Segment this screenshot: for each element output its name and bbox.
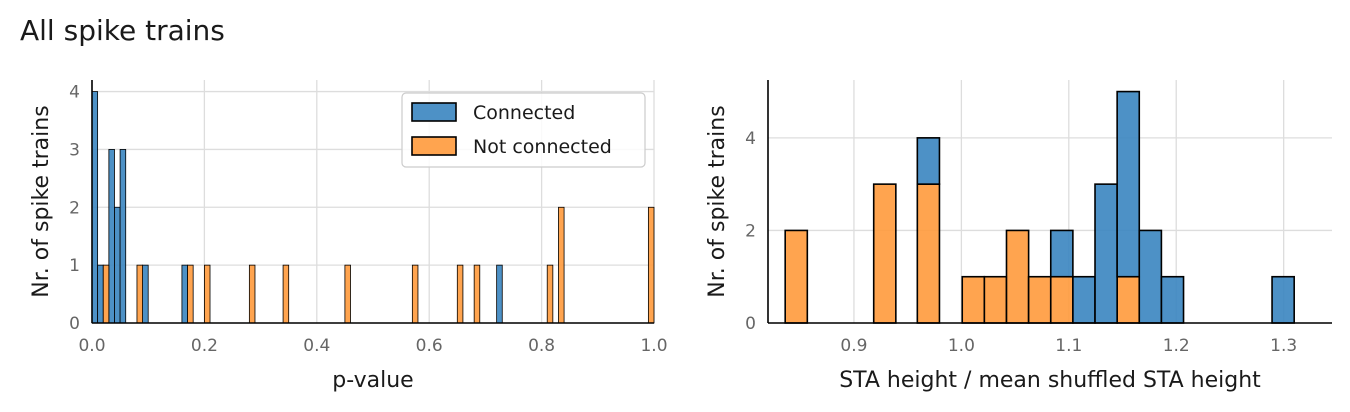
bar-connected [1049,229,1074,278]
bar-not-connected [456,264,464,324]
bar-not-connected [983,275,1008,324]
bar-not-connected [344,264,351,324]
bar-not-connected [872,183,897,324]
bar-not-connected [1116,275,1141,324]
y-tick-label: 0 [745,314,756,334]
bar-connected [1271,275,1295,324]
y-tick-label: 0 [69,314,80,334]
bar-connected [142,264,149,324]
y-tick-label: 3 [69,140,80,160]
bar-connected [91,91,99,324]
y-tick-label: 2 [69,198,80,218]
bar-not-connected [1005,229,1030,324]
bar-connected [181,264,188,324]
legend-swatch-not-connected [411,136,457,156]
bar-connected [1160,275,1185,324]
bar-connected [1072,275,1096,324]
x-tick-label: 0.8 [528,336,555,356]
bar-connected [496,264,503,324]
bar-not-connected [1027,275,1052,324]
bar-connected [108,149,115,324]
legend-box [401,92,646,168]
x-tick-label: 1.2 [1163,336,1190,356]
bar-not-connected [647,206,655,324]
bar-not-connected [136,264,143,324]
bar-not-connected [102,264,110,324]
bar-connected [114,206,121,324]
bar-connected [1116,90,1141,278]
bar-not-connected [558,206,565,324]
bar-connected [119,149,127,324]
bar-not-connected [473,264,481,324]
x-tick-label: 1.1 [1055,336,1082,356]
x-tick-label: 0.6 [416,336,443,356]
bar-not-connected [546,264,554,324]
x-tick-label: 1.0 [948,336,975,356]
sta-ratio-histogram-panel: 0.9 1.0 1.1 1.2 1.3 0 2 4 STA height / mean shuf… [705,80,1332,393]
bar-not-connected [784,229,809,324]
x-tick-label: 0.9 [840,336,867,356]
legend: Connected Not connected [401,92,646,168]
y-axis-label: Nr. of spike trains [705,105,730,297]
bar-connected [916,137,941,185]
pvalue-histogram-panel: 0.0 0.2 0.4 0.6 0.8 1.0 0 1 2 3 4 p-value Nr. of spi… [29,80,668,393]
bar-connected [1138,229,1163,324]
x-tick-label: 0.2 [191,336,218,356]
y-tick-label: 4 [69,83,80,103]
bar-connected [1094,183,1118,324]
x-axis-label: p-value [332,368,413,393]
legend-label-connected: Connected [473,102,575,124]
bar-not-connected [916,183,941,324]
bar-not-connected [961,275,986,324]
bar-not-connected [203,264,211,324]
x-tick-label: 1.0 [640,336,667,356]
legend-label-not-connected: Not connected [473,136,612,158]
figure-title: All spike trains [20,14,225,47]
bar-not-connected [1049,275,1074,324]
bar-not-connected [411,264,419,324]
bar-connected [97,264,104,324]
y-axis-label: Nr. of spike trains [29,105,54,297]
legend-swatch-connected [411,102,457,122]
x-tick-label: 1.3 [1270,336,1297,356]
bar-not-connected [248,264,256,324]
y-tick-label: 2 [745,221,756,241]
bar-not-connected [187,264,194,324]
x-tick-label: 0.4 [303,336,330,356]
bars [784,90,1295,324]
x-axis-label: STA height / mean shuffled STA height [839,368,1261,393]
y-tick-label: 4 [745,129,756,149]
y-tick-label: 1 [69,256,80,276]
bar-not-connected [282,264,290,324]
x-tick-label: 0.0 [78,336,105,356]
